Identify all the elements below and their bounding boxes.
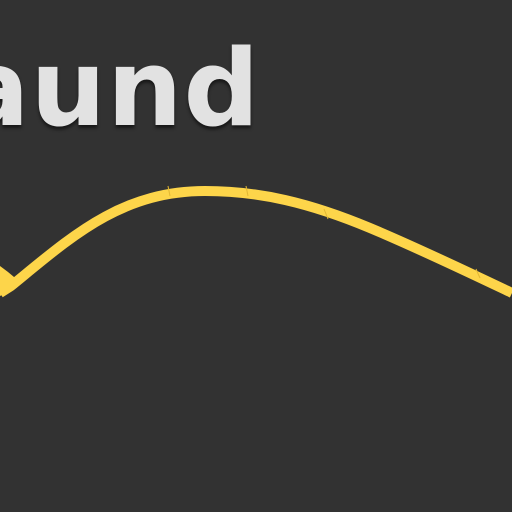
- curve-segment-tick: [475, 268, 481, 279]
- curve-segment-tick: [167, 185, 171, 197]
- curve-segment-tick: [245, 185, 249, 197]
- wave-start-marker: [0, 266, 20, 296]
- page-title: aund: [0, 27, 261, 150]
- curve-segment-tick: [323, 208, 329, 220]
- wave-curve: [0, 186, 512, 298]
